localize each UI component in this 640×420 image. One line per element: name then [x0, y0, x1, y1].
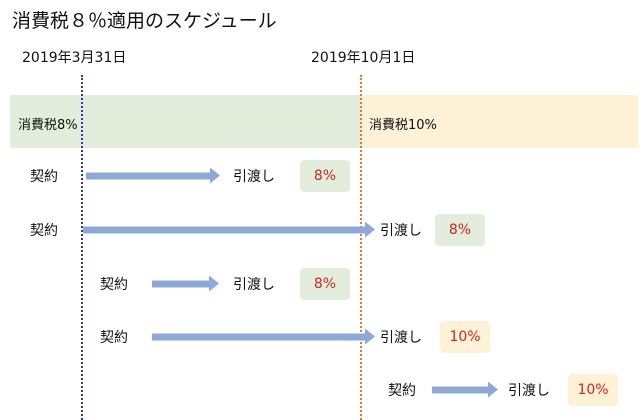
delivery-label: 引渡し — [508, 383, 550, 399]
rate-badge: 8% — [300, 268, 350, 300]
band-10-percent: 消費税10% — [361, 95, 638, 148]
contract-label: 契約 — [30, 223, 58, 239]
band-label: 消費税10% — [369, 118, 437, 133]
arrow — [152, 275, 219, 292]
date-label-october: 2019年10月1日 — [311, 50, 416, 66]
contract-label: 契約 — [100, 277, 128, 293]
page-title: 消費税８％適用のスケジュール — [12, 10, 277, 32]
contract-label: 契約 — [388, 383, 416, 399]
arrow — [152, 328, 375, 345]
band-label: 消費税8% — [18, 118, 78, 133]
contract-label: 契約 — [100, 330, 128, 346]
march-divider-line — [81, 75, 83, 420]
band-8-percent: 消費税8% — [10, 95, 361, 148]
delivery-label: 引渡し — [380, 223, 422, 239]
arrow — [83, 221, 375, 238]
arrow — [86, 167, 220, 184]
rate-badge: 8% — [435, 214, 485, 246]
rate-badge: 10% — [440, 321, 490, 353]
delivery-label: 引渡し — [380, 330, 422, 346]
arrow — [432, 381, 498, 398]
contract-label: 契約 — [30, 169, 58, 185]
october-divider-line — [360, 75, 362, 420]
rate-badge: 8% — [300, 160, 350, 192]
rate-badge: 10% — [568, 374, 618, 406]
date-label-march: 2019年3月31日 — [22, 50, 127, 66]
delivery-label: 引渡し — [233, 277, 275, 293]
delivery-label: 引渡し — [233, 169, 275, 185]
